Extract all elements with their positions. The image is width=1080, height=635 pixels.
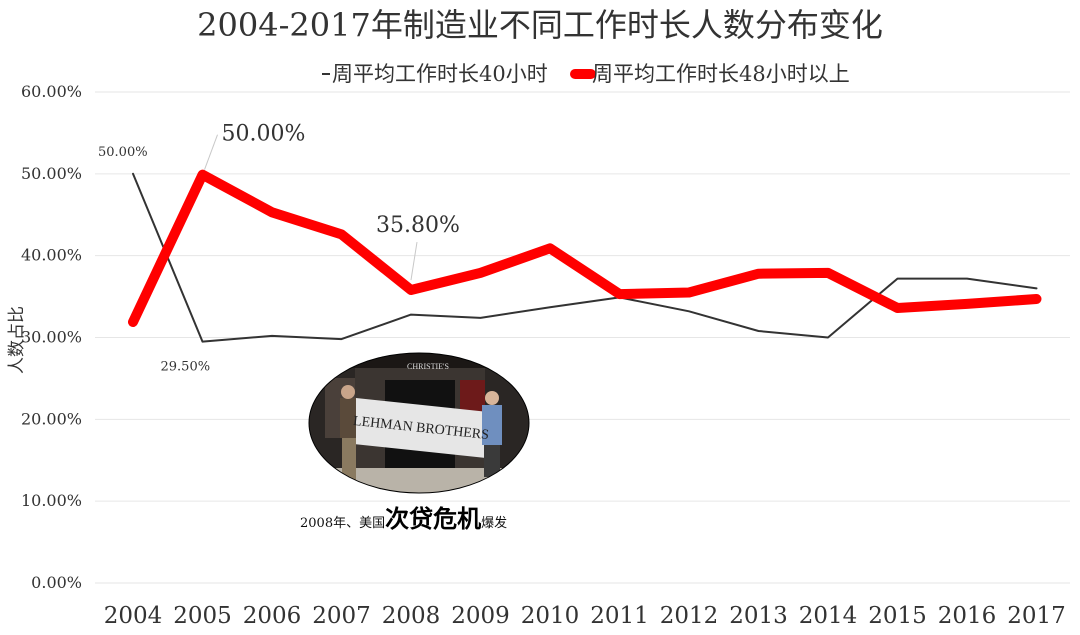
y-tick-label: 10.00%: [21, 491, 82, 510]
x-tick-label: 2015: [868, 603, 927, 629]
annotation-leader: [204, 134, 218, 170]
x-tick-label: 2004: [104, 603, 163, 629]
data-annotation: 50.00%: [222, 122, 306, 147]
x-tick-label: 2005: [173, 603, 232, 629]
chart-title: 2004-2017年制造业不同工作时长人数分布变化: [197, 6, 883, 44]
x-tick-label: 2013: [729, 603, 788, 629]
legend-label-series-1: 周平均工作时长40小时: [332, 62, 548, 86]
y-tick-label: 20.00%: [21, 409, 82, 428]
legend: 周平均工作时长40小时 周平均工作时长48小时以上: [322, 62, 850, 86]
y-tick-label: 40.00%: [21, 246, 82, 265]
x-axis-ticks: 2004 2005 2006 2007 2008 2009 2010 2011 2012 2013…: [104, 603, 1066, 629]
y-axis-label: 人数占比: [7, 306, 27, 374]
series-lines: [128, 169, 1042, 343]
y-tick-label: 50.00%: [21, 164, 82, 183]
x-tick-label: 2008: [382, 603, 441, 629]
x-tick-label: 2010: [521, 603, 580, 629]
inset-caption-main: 次贷危机: [385, 504, 481, 533]
inset-store-sign: CHRISTIE'S: [407, 362, 449, 371]
series-line-1: [132, 172, 1038, 343]
data-annotation: 50.00%: [98, 145, 148, 160]
legend-label-series-2: 周平均工作时长48小时以上: [592, 62, 850, 86]
inset-caption-prefix: 2008年、美国: [300, 516, 385, 531]
data-annotation: 29.50%: [161, 360, 211, 375]
y-tick-label: 0.00%: [31, 573, 82, 592]
x-tick-label: 2011: [590, 603, 649, 629]
news-photo-inset: CHRISTIE'S LEHMAN BROTHERS 2008年、美国次贷危机爆…: [300, 352, 530, 533]
x-tick-label: 2017: [1007, 603, 1066, 629]
y-tick-label: 30.00%: [21, 328, 82, 347]
x-tick-label: 2014: [799, 603, 858, 629]
data-annotations: 50.00% 29.50% 50.00% 35.80%: [98, 122, 460, 375]
x-tick-label: 2006: [243, 603, 302, 629]
x-tick-label: 2009: [451, 603, 510, 629]
y-axis-ticks: 0.00% 10.00% 20.00% 30.00% 40.00% 50.00% 60.00…: [21, 82, 82, 592]
x-tick-label: 2007: [312, 603, 371, 629]
series-line-2: [128, 169, 1042, 327]
x-tick-label: 2016: [938, 603, 997, 629]
x-tick-label: 2012: [660, 603, 719, 629]
y-tick-label: 60.00%: [21, 82, 82, 101]
inset-caption-suffix: 爆发: [481, 515, 507, 531]
data-annotation: 35.80%: [376, 213, 460, 238]
annotation-leader: [410, 241, 418, 281]
inset-caption: 2008年、美国次贷危机爆发: [300, 504, 507, 533]
